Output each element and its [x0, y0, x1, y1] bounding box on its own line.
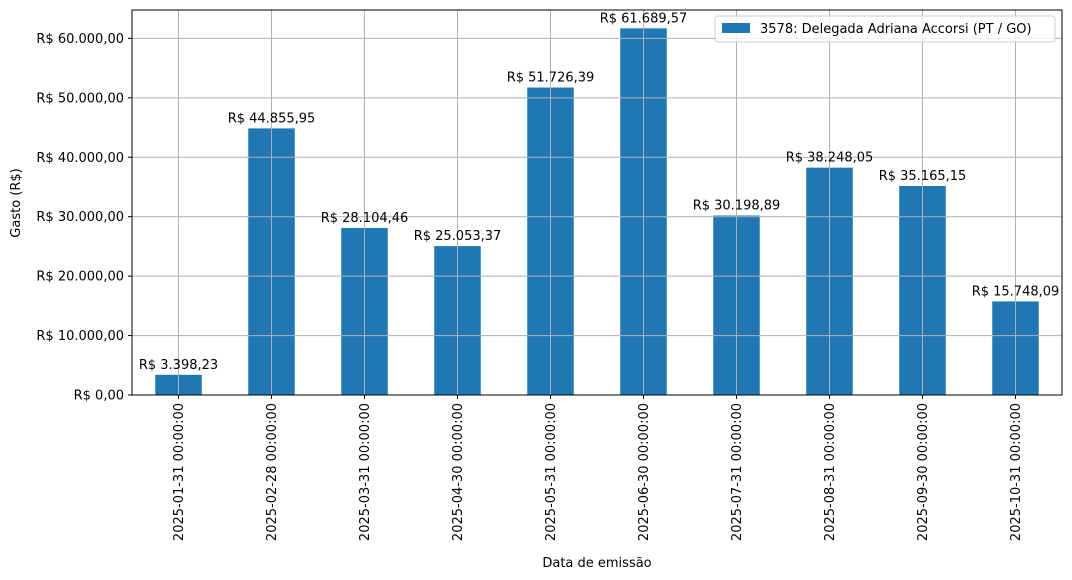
y-tick-label: R$ 30.000,00 [36, 210, 124, 225]
bar-value-label: R$ 38.248,05 [786, 151, 874, 166]
bar-value-label: R$ 61.689,57 [600, 11, 688, 26]
bar-value-label: R$ 28.104,46 [321, 211, 409, 226]
y-tick-label: R$ 60.000,00 [36, 32, 124, 47]
y-tick-label: R$ 10.000,00 [36, 329, 124, 344]
x-tick-label: 2025-06-30 00:00:00 [637, 403, 652, 541]
x-tick-label: 2025-08-31 00:00:00 [823, 403, 838, 541]
x-tick-label: 2025-07-31 00:00:00 [730, 403, 745, 541]
x-axis-label: Data de emissão [542, 556, 651, 571]
bar-value-label: R$ 51.726,39 [507, 71, 595, 86]
y-tick-label: R$ 50.000,00 [36, 91, 124, 106]
bar-value-label: R$ 3.398,23 [139, 358, 218, 373]
y-tick-label: R$ 0,00 [74, 389, 124, 404]
x-tick-label: 2025-02-28 00:00:00 [265, 403, 280, 541]
x-tick-label: 2025-05-31 00:00:00 [544, 403, 559, 541]
legend-swatch [722, 23, 750, 33]
x-tick-label: 2025-04-30 00:00:00 [451, 403, 466, 541]
plot-frame [131, 9, 1063, 396]
x-tick-label: 2025-03-31 00:00:00 [358, 403, 373, 541]
bar-value-label: R$ 44.855,95 [228, 111, 316, 126]
legend: 3578: Delegada Adriana Accorsi (PT / GO) [714, 15, 1056, 43]
y-tick-label: R$ 40.000,00 [36, 151, 124, 166]
x-tick-label: 2025-10-31 00:00:00 [1009, 403, 1024, 541]
bar-value-label: R$ 25.053,37 [414, 229, 502, 244]
bar-value-label: R$ 30.198,89 [693, 199, 781, 214]
legend-label: 3578: Delegada Adriana Accorsi (PT / GO) [760, 22, 1032, 37]
bar-value-label: R$ 35.165,15 [879, 169, 967, 184]
y-axis-label: Gasto (R$) [9, 168, 24, 237]
y-tick-label: R$ 20.000,00 [36, 270, 124, 285]
x-tick-label: 2025-01-31 00:00:00 [172, 403, 187, 541]
x-tick-label: 2025-09-30 00:00:00 [916, 403, 931, 541]
bar-value-label: R$ 15.748,09 [972, 284, 1060, 299]
